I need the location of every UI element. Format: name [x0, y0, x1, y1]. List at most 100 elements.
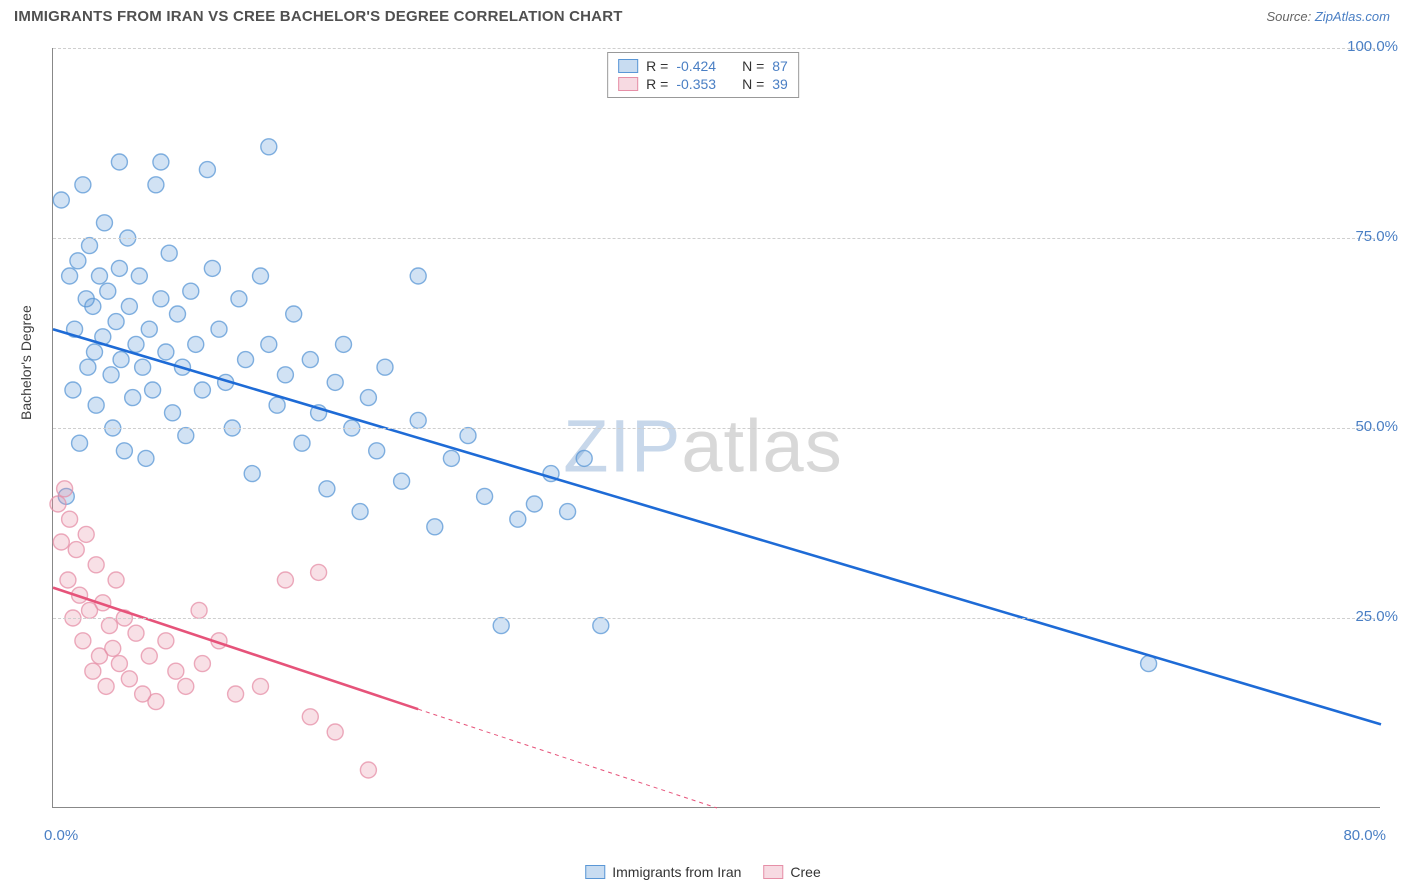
trend-line-ext-cree — [418, 709, 717, 808]
legend-row-iran: R = -0.424 N = 87 — [618, 57, 788, 75]
data-point-iran — [148, 177, 164, 193]
data-point-iran — [526, 496, 542, 512]
data-point-iran — [75, 177, 91, 193]
data-point-iran — [138, 450, 154, 466]
data-point-iran — [135, 359, 151, 375]
data-point-iran — [158, 344, 174, 360]
data-point-cree — [53, 534, 69, 550]
data-point-iran — [82, 238, 98, 254]
data-point-iran — [65, 382, 81, 398]
data-point-iran — [125, 390, 141, 406]
data-point-cree — [228, 686, 244, 702]
data-point-cree — [141, 648, 157, 664]
data-point-iran — [153, 291, 169, 307]
data-point-iran — [153, 154, 169, 170]
swatch-iran-bottom — [585, 865, 605, 879]
data-point-iran — [269, 397, 285, 413]
n-value-iran: 87 — [772, 58, 788, 74]
data-point-iran — [211, 321, 227, 337]
gridline — [53, 428, 1380, 429]
y-tick-label: 75.0% — [1355, 228, 1398, 245]
r-value-cree: -0.353 — [676, 76, 716, 92]
data-point-iran — [327, 374, 343, 390]
y-tick-label: 100.0% — [1347, 38, 1398, 55]
legend-item-iran: Immigrants from Iran — [585, 864, 741, 880]
data-point-iran — [88, 397, 104, 413]
data-point-cree — [85, 663, 101, 679]
data-point-cree — [311, 564, 327, 580]
data-point-iran — [103, 367, 119, 383]
gridline — [53, 618, 1380, 619]
data-point-cree — [75, 633, 91, 649]
x-tick-max: 80.0% — [1343, 827, 1386, 844]
data-point-iran — [170, 306, 186, 322]
legend-label-cree: Cree — [790, 864, 820, 880]
data-point-cree — [178, 678, 194, 694]
data-point-iran — [161, 245, 177, 261]
data-point-iran — [360, 390, 376, 406]
data-point-iran — [510, 511, 526, 527]
data-point-iran — [111, 154, 127, 170]
data-point-iran — [53, 192, 69, 208]
data-point-iran — [244, 466, 260, 482]
data-point-cree — [148, 694, 164, 710]
data-point-iran — [199, 162, 215, 178]
data-point-iran — [410, 268, 426, 284]
data-point-cree — [168, 663, 184, 679]
data-point-iran — [91, 268, 107, 284]
data-point-iran — [113, 352, 129, 368]
data-point-iran — [178, 428, 194, 444]
r-label: R = — [646, 58, 668, 74]
gridline — [53, 48, 1380, 49]
correlation-legend: R = -0.424 N = 87 R = -0.353 N = 39 — [607, 52, 799, 98]
series-legend: Immigrants from Iran Cree — [585, 864, 821, 880]
data-point-iran — [443, 450, 459, 466]
data-point-iran — [72, 435, 88, 451]
data-point-iran — [253, 268, 269, 284]
data-point-cree — [253, 678, 269, 694]
data-point-cree — [121, 671, 137, 687]
source-link[interactable]: ZipAtlas.com — [1315, 9, 1390, 24]
data-point-iran — [427, 519, 443, 535]
data-point-cree — [60, 572, 76, 588]
data-point-iran — [369, 443, 385, 459]
data-point-cree — [191, 602, 207, 618]
data-point-iran — [377, 359, 393, 375]
data-point-cree — [88, 557, 104, 573]
data-point-cree — [50, 496, 66, 512]
data-point-iran — [493, 618, 509, 634]
data-point-iran — [261, 336, 277, 352]
source-attribution: Source: ZipAtlas.com — [1266, 9, 1390, 24]
data-point-cree — [327, 724, 343, 740]
legend-item-cree: Cree — [763, 864, 820, 880]
data-point-iran — [131, 268, 147, 284]
data-point-iran — [286, 306, 302, 322]
data-point-cree — [78, 526, 94, 542]
data-point-iran — [141, 321, 157, 337]
data-point-iran — [560, 504, 576, 520]
data-point-iran — [188, 336, 204, 352]
chart-title: IMMIGRANTS FROM IRAN VS CREE BACHELOR'S … — [14, 8, 623, 25]
data-point-cree — [194, 656, 210, 672]
data-point-iran — [238, 352, 254, 368]
n-value-cree: 39 — [772, 76, 788, 92]
data-point-cree — [62, 511, 78, 527]
data-point-cree — [302, 709, 318, 725]
data-point-iran — [183, 283, 199, 299]
data-point-iran — [70, 253, 86, 269]
data-point-iran — [100, 283, 116, 299]
data-point-cree — [360, 762, 376, 778]
data-point-iran — [194, 382, 210, 398]
legend-row-cree: R = -0.353 N = 39 — [618, 75, 788, 93]
x-tick-min: 0.0% — [44, 827, 78, 844]
swatch-iran — [618, 59, 638, 73]
data-point-iran — [62, 268, 78, 284]
data-point-iran — [204, 260, 220, 276]
swatch-cree-bottom — [763, 865, 783, 879]
data-point-cree — [105, 640, 121, 656]
n-label: N = — [742, 58, 764, 74]
data-point-iran — [302, 352, 318, 368]
data-point-iran — [277, 367, 293, 383]
legend-label-iran: Immigrants from Iran — [612, 864, 741, 880]
data-point-iran — [116, 443, 132, 459]
